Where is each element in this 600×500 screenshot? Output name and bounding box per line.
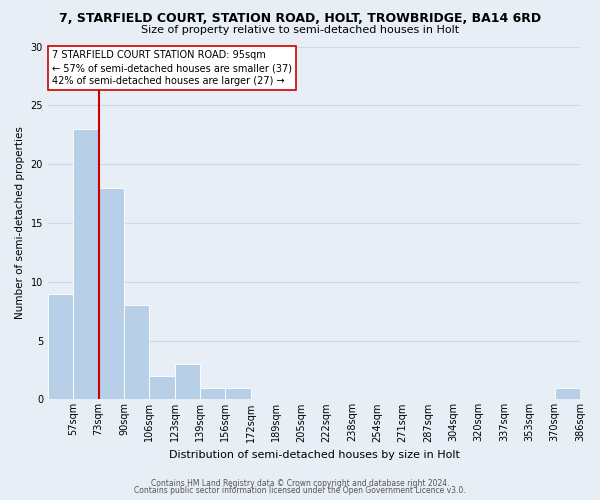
Text: Contains public sector information licensed under the Open Government Licence v3: Contains public sector information licen… [134, 486, 466, 495]
Bar [554, 388, 580, 400]
Bar [73, 129, 98, 400]
X-axis label: Distribution of semi-detached houses by size in Holt: Distribution of semi-detached houses by … [169, 450, 460, 460]
Text: 7, STARFIELD COURT, STATION ROAD, HOLT, TROWBRIDGE, BA14 6RD: 7, STARFIELD COURT, STATION ROAD, HOLT, … [59, 12, 541, 26]
Bar [225, 388, 251, 400]
Bar [200, 388, 225, 400]
Y-axis label: Number of semi-detached properties: Number of semi-detached properties [15, 126, 25, 320]
Text: 7 STARFIELD COURT STATION ROAD: 95sqm
← 57% of semi-detached houses are smaller : 7 STARFIELD COURT STATION ROAD: 95sqm ← … [52, 50, 292, 86]
Bar [175, 364, 200, 400]
Bar [98, 188, 124, 400]
Text: Contains HM Land Registry data © Crown copyright and database right 2024.: Contains HM Land Registry data © Crown c… [151, 478, 449, 488]
Bar [149, 376, 175, 400]
Text: Size of property relative to semi-detached houses in Holt: Size of property relative to semi-detach… [141, 25, 459, 35]
Bar [124, 306, 149, 400]
Bar [48, 294, 73, 400]
